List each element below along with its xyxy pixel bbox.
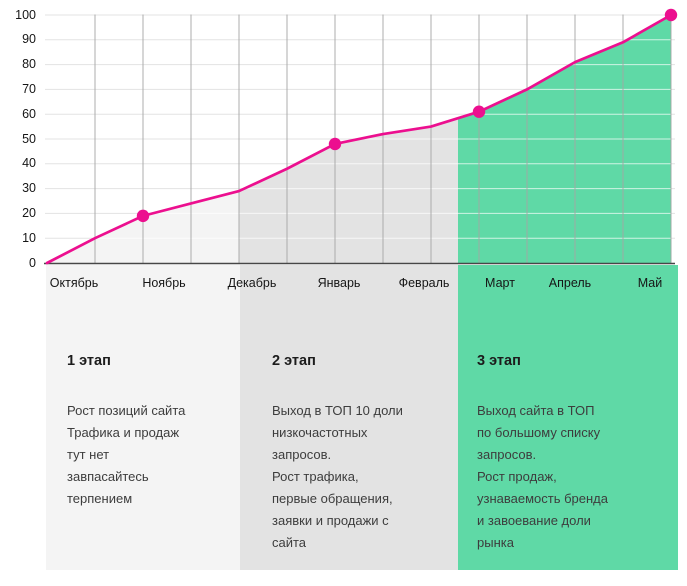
y-axis-label: 50 [22, 131, 36, 146]
stage-2-panel: 2 этап Выход в ТОП 10 доли низкочастотны… [240, 265, 458, 570]
marker-dot-Ноябрь [136, 209, 150, 223]
x-axis-label: Январь [317, 276, 361, 290]
x-axis-label: Декабрь [227, 276, 277, 290]
stage-1-description: Рост позиций сайта Трафика и продаж тут … [67, 403, 186, 506]
stage-3-title: 3 этап [477, 353, 521, 369]
y-axis-label: 20 [22, 205, 36, 220]
y-axis-label: 40 [22, 156, 36, 171]
y-axis-label: 0 [29, 255, 36, 270]
stage-2-description: Выход в ТОП 10 доли низкочастотных запро… [272, 403, 403, 550]
y-axis-label: 60 [22, 106, 36, 121]
x-axis-label: Апрель [548, 276, 592, 290]
x-axis-label: Март [485, 276, 515, 290]
area-fill-stage-3 [458, 15, 672, 263]
stage-3-description: Выход сайта в ТОП по большому списку зап… [477, 403, 608, 550]
y-axis-label: 80 [22, 57, 36, 72]
x-axis-label: Октябрь [49, 276, 99, 290]
trend-line [45, 13, 673, 265]
growth-line-chart [44, 8, 678, 265]
stage-1-title: 1 этап [67, 353, 111, 369]
marker-dot-Март [472, 105, 486, 118]
y-axis-label: 70 [22, 81, 36, 96]
stage-1-panel: 1 этап Рост позиций сайта Трафика и прод… [46, 265, 240, 570]
stage-2-title: 2 этап [272, 353, 316, 369]
y-axis-label: 100 [15, 7, 36, 22]
marker-dot-Май [664, 8, 678, 22]
x-axis-label: Май [637, 276, 663, 290]
x-axis-label: Февраль [398, 276, 450, 290]
vertical-gridlines [94, 14, 672, 263]
y-axis-label: 30 [22, 181, 36, 196]
area-fill-stage-2 [239, 15, 458, 263]
x-axis-label: Ноябрь [142, 276, 186, 290]
y-axis-label: 10 [22, 230, 36, 245]
marker-dot-Январь [328, 137, 342, 151]
stage-3-panel: 3 этап Выход сайта в ТОП по большому спи… [458, 265, 678, 570]
y-axis-label: 90 [22, 32, 36, 47]
area-fills [47, 15, 672, 263]
